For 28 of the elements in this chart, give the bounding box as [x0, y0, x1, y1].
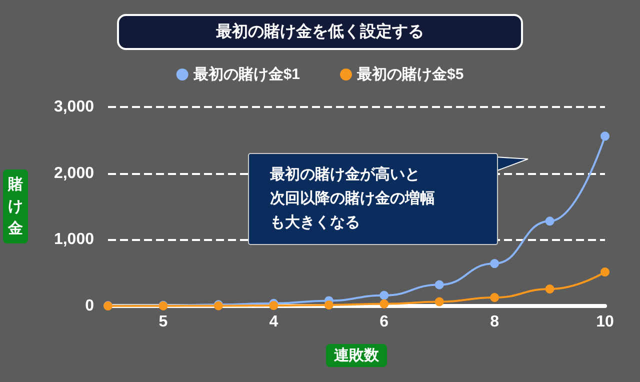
- point: [545, 284, 554, 294]
- point: [490, 259, 500, 268]
- annotation: 最初の賭け金が高いと: [270, 165, 421, 185]
- annotation: も大きくなる: [270, 213, 361, 233]
- legend-label: 最初の賭け金$5: [356, 65, 464, 83]
- x-tick-label: 10: [596, 314, 614, 330]
- annotation: 次回以降の賭け金の増幅: [270, 188, 435, 209]
- x-axis-title: 連敗数: [333, 347, 380, 364]
- point: [434, 280, 444, 290]
- point: [434, 297, 444, 306]
- y-tick-label: 2,000: [54, 164, 94, 182]
- x-tick-label: 8: [490, 314, 500, 330]
- point: [545, 216, 554, 226]
- y-tick-label: 3,000: [54, 98, 94, 116]
- point: [324, 300, 334, 310]
- y-axis-title: 賭け金: [7, 176, 23, 237]
- x-tick-label: 5: [158, 314, 168, 330]
- y-tick-label: 0: [85, 298, 94, 314]
- y-tick-label: 1,000: [54, 231, 94, 248]
- point: [600, 268, 610, 277]
- point: [490, 293, 500, 302]
- x-tick-label: 6: [380, 314, 389, 330]
- point: [380, 299, 389, 308]
- point: [380, 290, 389, 300]
- chart-title: 最初の賭け金を低く設定する: [215, 22, 424, 40]
- legend-label: 最初の賭け金$1: [192, 65, 300, 83]
- x-tick-label: 4: [269, 314, 278, 330]
- point: [600, 132, 610, 141]
